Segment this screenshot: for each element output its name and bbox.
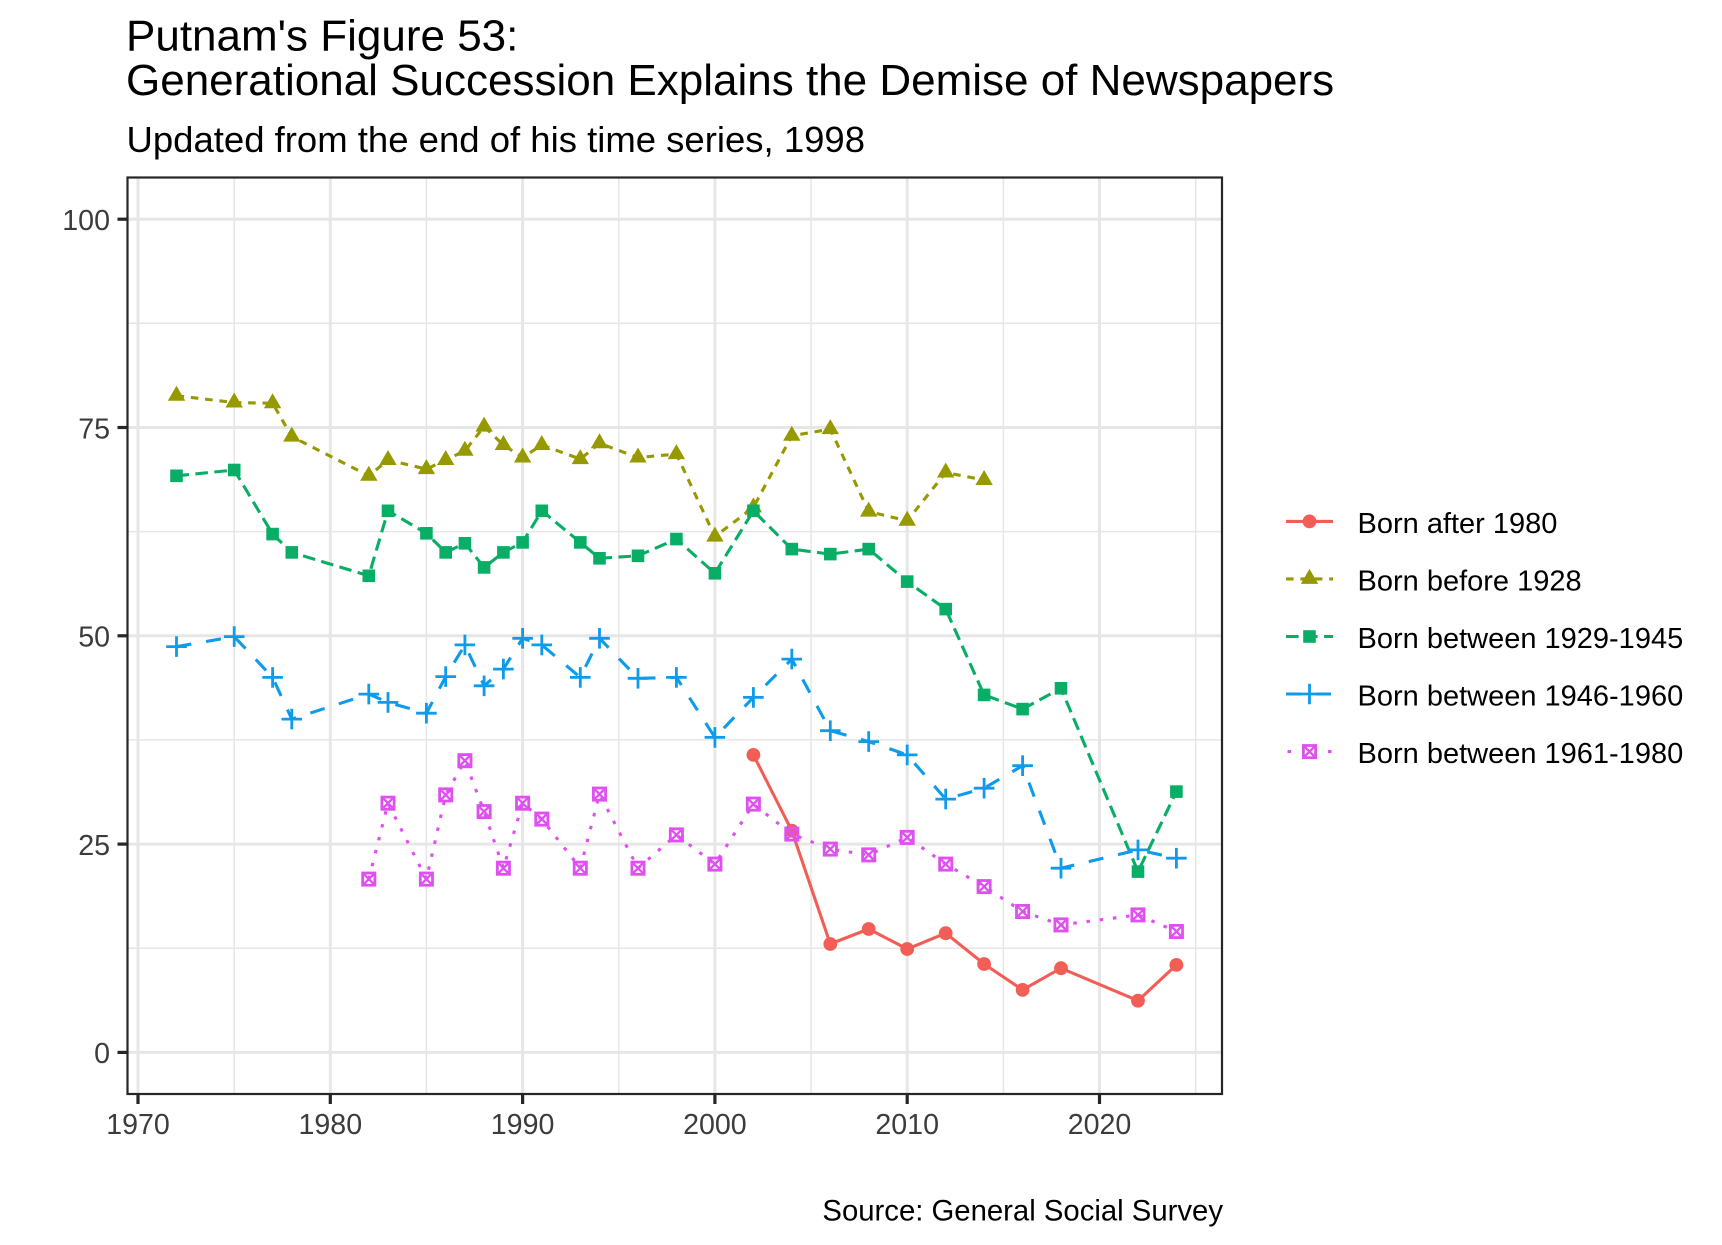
- svg-text:Born before 1928: Born before 1928: [1358, 565, 1582, 597]
- svg-text:Born after 1980: Born after 1980: [1358, 508, 1558, 540]
- svg-text:Source: General Social Survey: Source: General Social Survey: [822, 1195, 1223, 1228]
- svg-text:Born between 1929-1945: Born between 1929-1945: [1358, 623, 1684, 655]
- svg-text:2020: 2020: [1068, 1109, 1132, 1141]
- svg-text:Born between 1961-1980: Born between 1961-1980: [1358, 738, 1684, 770]
- svg-text:2000: 2000: [683, 1109, 747, 1141]
- svg-text:Born between 1946-1960: Born between 1946-1960: [1358, 681, 1684, 713]
- svg-text:75: 75: [78, 413, 110, 445]
- svg-text:0: 0: [94, 1038, 110, 1070]
- svg-text:1970: 1970: [106, 1109, 170, 1141]
- svg-text:Generational Succession Explai: Generational Succession Explains the Dem…: [126, 56, 1334, 105]
- svg-text:1980: 1980: [298, 1109, 362, 1141]
- svg-text:2010: 2010: [875, 1109, 939, 1141]
- svg-text:Putnam's Figure 53:: Putnam's Figure 53:: [126, 12, 518, 61]
- svg-text:100: 100: [62, 205, 110, 237]
- svg-text:25: 25: [78, 830, 110, 862]
- svg-text:1990: 1990: [491, 1109, 555, 1141]
- svg-text:50: 50: [78, 622, 110, 654]
- svg-text:Updated from the end of his ti: Updated from the end of his time series,…: [127, 119, 866, 160]
